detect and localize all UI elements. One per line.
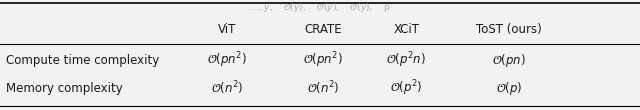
Text: $\mathcal{O}(n^2)$: $\mathcal{O}(n^2)$ xyxy=(211,79,243,97)
Text: ViT: ViT xyxy=(218,23,236,36)
Text: $\mathcal{O}(n^2)$: $\mathcal{O}(n^2)$ xyxy=(307,79,339,97)
Text: XCiT: XCiT xyxy=(394,23,419,36)
Text: $\mathcal{O}(pn)$: $\mathcal{O}(pn)$ xyxy=(492,52,525,69)
Text: $\mathcal{O}(p^2)$: $\mathcal{O}(p^2)$ xyxy=(390,78,422,98)
Text: CRATE: CRATE xyxy=(305,23,342,36)
Text: $\mathcal{O}(pn^2)$: $\mathcal{O}(pn^2)$ xyxy=(303,51,343,70)
Text: ToST (ours): ToST (ours) xyxy=(476,23,541,36)
Text: $\mathcal{O}(p)$: $\mathcal{O}(p)$ xyxy=(495,80,522,96)
Text: Memory complexity: Memory complexity xyxy=(6,82,123,94)
Text: $\ldots$, $y$,    $\mathcal{O}(y)$,    $\mathcal{O}(y)$,    $\mathcal{O}(y)$,   : $\ldots$, $y$, $\mathcal{O}(y)$, $\mathc… xyxy=(249,1,391,14)
Text: $\mathcal{O}(p^2n)$: $\mathcal{O}(p^2n)$ xyxy=(387,51,426,70)
Text: $\mathcal{O}(pn^2)$: $\mathcal{O}(pn^2)$ xyxy=(207,51,247,70)
Text: Compute time complexity: Compute time complexity xyxy=(6,54,159,67)
